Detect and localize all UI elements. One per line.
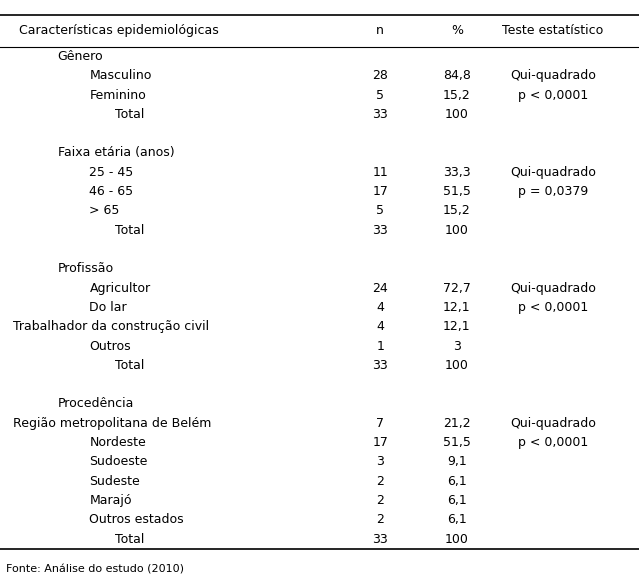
- Text: 17: 17: [373, 185, 388, 198]
- Text: p < 0,0001: p < 0,0001: [518, 301, 588, 314]
- Text: 6,1: 6,1: [447, 513, 466, 526]
- Text: 33,3: 33,3: [443, 166, 471, 179]
- Text: 5: 5: [376, 88, 384, 102]
- Text: Região metropolitana de Belém: Região metropolitana de Belém: [13, 417, 211, 430]
- Text: 25 - 45: 25 - 45: [89, 166, 134, 179]
- Text: Feminino: Feminino: [89, 88, 146, 102]
- Text: Total: Total: [115, 359, 144, 372]
- Text: 15,2: 15,2: [443, 204, 471, 218]
- Text: 33: 33: [373, 108, 388, 121]
- Text: 84,8: 84,8: [443, 69, 471, 82]
- Text: 3: 3: [376, 455, 384, 469]
- Text: 9,1: 9,1: [447, 455, 466, 469]
- Text: Qui-quadrado: Qui-quadrado: [510, 281, 596, 295]
- Text: 33: 33: [373, 223, 388, 237]
- Text: Qui-quadrado: Qui-quadrado: [510, 166, 596, 179]
- Text: Qui-quadrado: Qui-quadrado: [510, 69, 596, 82]
- Text: Outros estados: Outros estados: [89, 513, 184, 526]
- Text: 6,1: 6,1: [447, 494, 466, 507]
- Text: Agricultor: Agricultor: [89, 281, 151, 295]
- Text: 100: 100: [445, 108, 469, 121]
- Text: Qui-quadrado: Qui-quadrado: [510, 417, 596, 430]
- Text: 100: 100: [445, 223, 469, 237]
- Text: 51,5: 51,5: [443, 436, 471, 449]
- Text: 1: 1: [376, 339, 384, 353]
- Text: 21,2: 21,2: [443, 417, 471, 430]
- Text: 15,2: 15,2: [443, 88, 471, 102]
- Text: Gênero: Gênero: [58, 50, 103, 63]
- Text: Procedência: Procedência: [58, 397, 134, 411]
- Text: 11: 11: [373, 166, 388, 179]
- Text: Sudoeste: Sudoeste: [89, 455, 148, 469]
- Text: 2: 2: [376, 513, 384, 526]
- Text: 2: 2: [376, 474, 384, 488]
- Text: 28: 28: [373, 69, 388, 82]
- Text: Outros: Outros: [89, 339, 131, 353]
- Text: 7: 7: [376, 417, 384, 430]
- Text: 3: 3: [453, 339, 461, 353]
- Text: 46 - 65: 46 - 65: [89, 185, 134, 198]
- Text: 33: 33: [373, 532, 388, 546]
- Text: 6,1: 6,1: [447, 474, 466, 488]
- Text: 51,5: 51,5: [443, 185, 471, 198]
- Text: 100: 100: [445, 532, 469, 546]
- Text: %: %: [451, 24, 463, 37]
- Text: Masculino: Masculino: [89, 69, 152, 82]
- Text: Sudeste: Sudeste: [89, 474, 140, 488]
- Text: Teste estatístico: Teste estatístico: [502, 24, 603, 37]
- Text: 4: 4: [376, 320, 384, 333]
- Text: 2: 2: [376, 494, 384, 507]
- Text: Profissão: Profissão: [58, 262, 114, 276]
- Text: 5: 5: [376, 204, 384, 218]
- Text: Total: Total: [115, 532, 144, 546]
- Text: n: n: [376, 24, 384, 37]
- Text: > 65: > 65: [89, 204, 120, 218]
- Text: 33: 33: [373, 359, 388, 372]
- Text: Marajó: Marajó: [89, 494, 132, 507]
- Text: p < 0,0001: p < 0,0001: [518, 436, 588, 449]
- Text: 17: 17: [373, 436, 388, 449]
- Text: 24: 24: [373, 281, 388, 295]
- Text: 100: 100: [445, 359, 469, 372]
- Text: Total: Total: [115, 223, 144, 237]
- Text: Faixa etária (anos): Faixa etária (anos): [58, 146, 174, 160]
- Text: Fonte: Análise do estudo (2010): Fonte: Análise do estudo (2010): [6, 565, 185, 574]
- Text: 12,1: 12,1: [443, 301, 471, 314]
- Text: Do lar: Do lar: [89, 301, 127, 314]
- Text: p < 0,0001: p < 0,0001: [518, 88, 588, 102]
- Text: p = 0,0379: p = 0,0379: [518, 185, 588, 198]
- Text: 12,1: 12,1: [443, 320, 471, 333]
- Text: Trabalhador da construção civil: Trabalhador da construção civil: [13, 320, 209, 333]
- Text: 4: 4: [376, 301, 384, 314]
- Text: Total: Total: [115, 108, 144, 121]
- Text: Características epidemiológicas: Características epidemiológicas: [19, 24, 219, 37]
- Text: 72,7: 72,7: [443, 281, 471, 295]
- Text: Nordeste: Nordeste: [89, 436, 146, 449]
